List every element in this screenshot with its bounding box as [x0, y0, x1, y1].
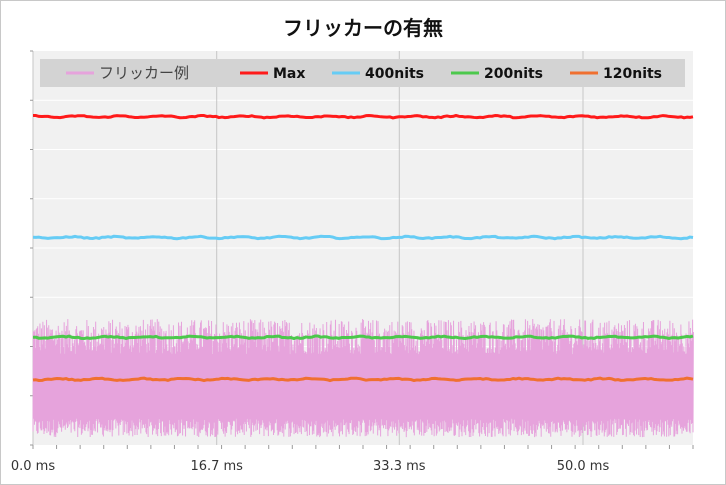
x-tick-label: 16.7 ms: [190, 459, 243, 474]
x-tick-label: 50.0 ms: [557, 459, 610, 474]
legend-label: フリッカー例: [99, 64, 189, 82]
legend-label: 400nits: [365, 66, 424, 82]
legend-label: 120nits: [603, 66, 662, 82]
legend-label: Max: [273, 66, 305, 82]
x-tick-label: 0.0 ms: [11, 459, 55, 474]
series-120nits-line: [32, 376, 694, 383]
legend-label: 200nits: [484, 66, 543, 82]
chart-title: フリッカーの有無: [283, 16, 443, 40]
series-max-line: [32, 114, 694, 120]
x-tick-label: 33.3 ms: [373, 459, 426, 474]
series-flicker-line: [32, 318, 694, 438]
series-200nits-line: [32, 334, 694, 341]
series-400nits-line: [32, 234, 694, 241]
